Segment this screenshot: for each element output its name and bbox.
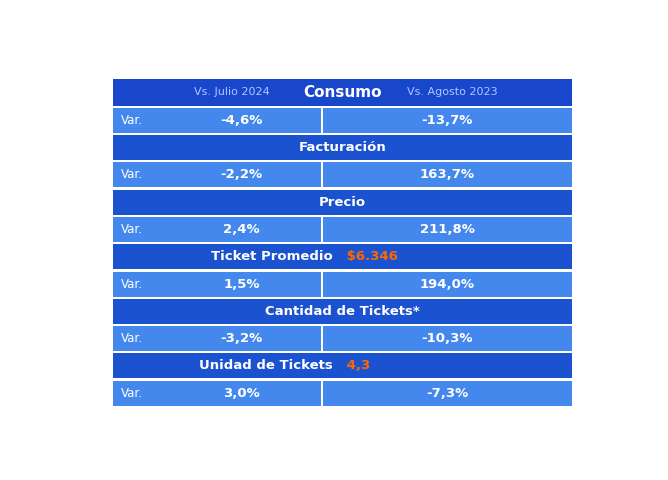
Bar [113, 353, 572, 378]
Text: -4,6%: -4,6% [220, 114, 263, 127]
Text: Var.: Var. [121, 386, 143, 400]
Bar [113, 244, 572, 269]
Text: Facturación: Facturación [299, 141, 386, 154]
Bar [113, 190, 572, 215]
Bar [113, 217, 321, 242]
Bar [323, 326, 572, 351]
Text: 4,3: 4,3 [343, 360, 371, 372]
Text: -10,3%: -10,3% [422, 332, 473, 345]
Text: Var.: Var. [121, 277, 143, 290]
Bar [113, 162, 321, 188]
Bar [323, 162, 572, 188]
Text: Vs. Agosto 2023: Vs. Agosto 2023 [407, 87, 498, 97]
Bar [113, 108, 321, 133]
Bar [323, 381, 572, 406]
Bar [113, 135, 572, 160]
Bar [113, 79, 572, 106]
Bar [323, 217, 572, 242]
Text: 211,8%: 211,8% [420, 223, 475, 236]
Text: 3,0%: 3,0% [223, 386, 260, 400]
Text: Ticket Promedio: Ticket Promedio [212, 250, 333, 263]
Text: -13,7%: -13,7% [422, 114, 473, 127]
Text: Var.: Var. [121, 168, 143, 181]
Text: Unidad de Tickets: Unidad de Tickets [200, 360, 333, 372]
Text: Cantidad de Tickets*: Cantidad de Tickets* [265, 305, 420, 318]
Bar [323, 108, 572, 133]
Text: 2,4%: 2,4% [223, 223, 260, 236]
Text: $6.346: $6.346 [343, 250, 398, 263]
Text: Var.: Var. [121, 223, 143, 236]
Bar [113, 381, 321, 406]
Text: Vs. Julio 2024: Vs. Julio 2024 [194, 87, 270, 97]
Text: Precio: Precio [319, 196, 366, 209]
Text: 194,0%: 194,0% [420, 277, 475, 290]
Bar [113, 326, 321, 351]
Text: Consumo: Consumo [303, 85, 381, 100]
Bar [113, 299, 572, 324]
Bar [113, 272, 321, 297]
Text: 163,7%: 163,7% [420, 168, 475, 181]
Text: Var.: Var. [121, 332, 143, 345]
Text: -3,2%: -3,2% [220, 332, 263, 345]
Text: Var.: Var. [121, 114, 143, 127]
Text: -7,3%: -7,3% [426, 386, 468, 400]
Text: 1,5%: 1,5% [223, 277, 260, 290]
Bar [323, 272, 572, 297]
Text: -2,2%: -2,2% [220, 168, 263, 181]
